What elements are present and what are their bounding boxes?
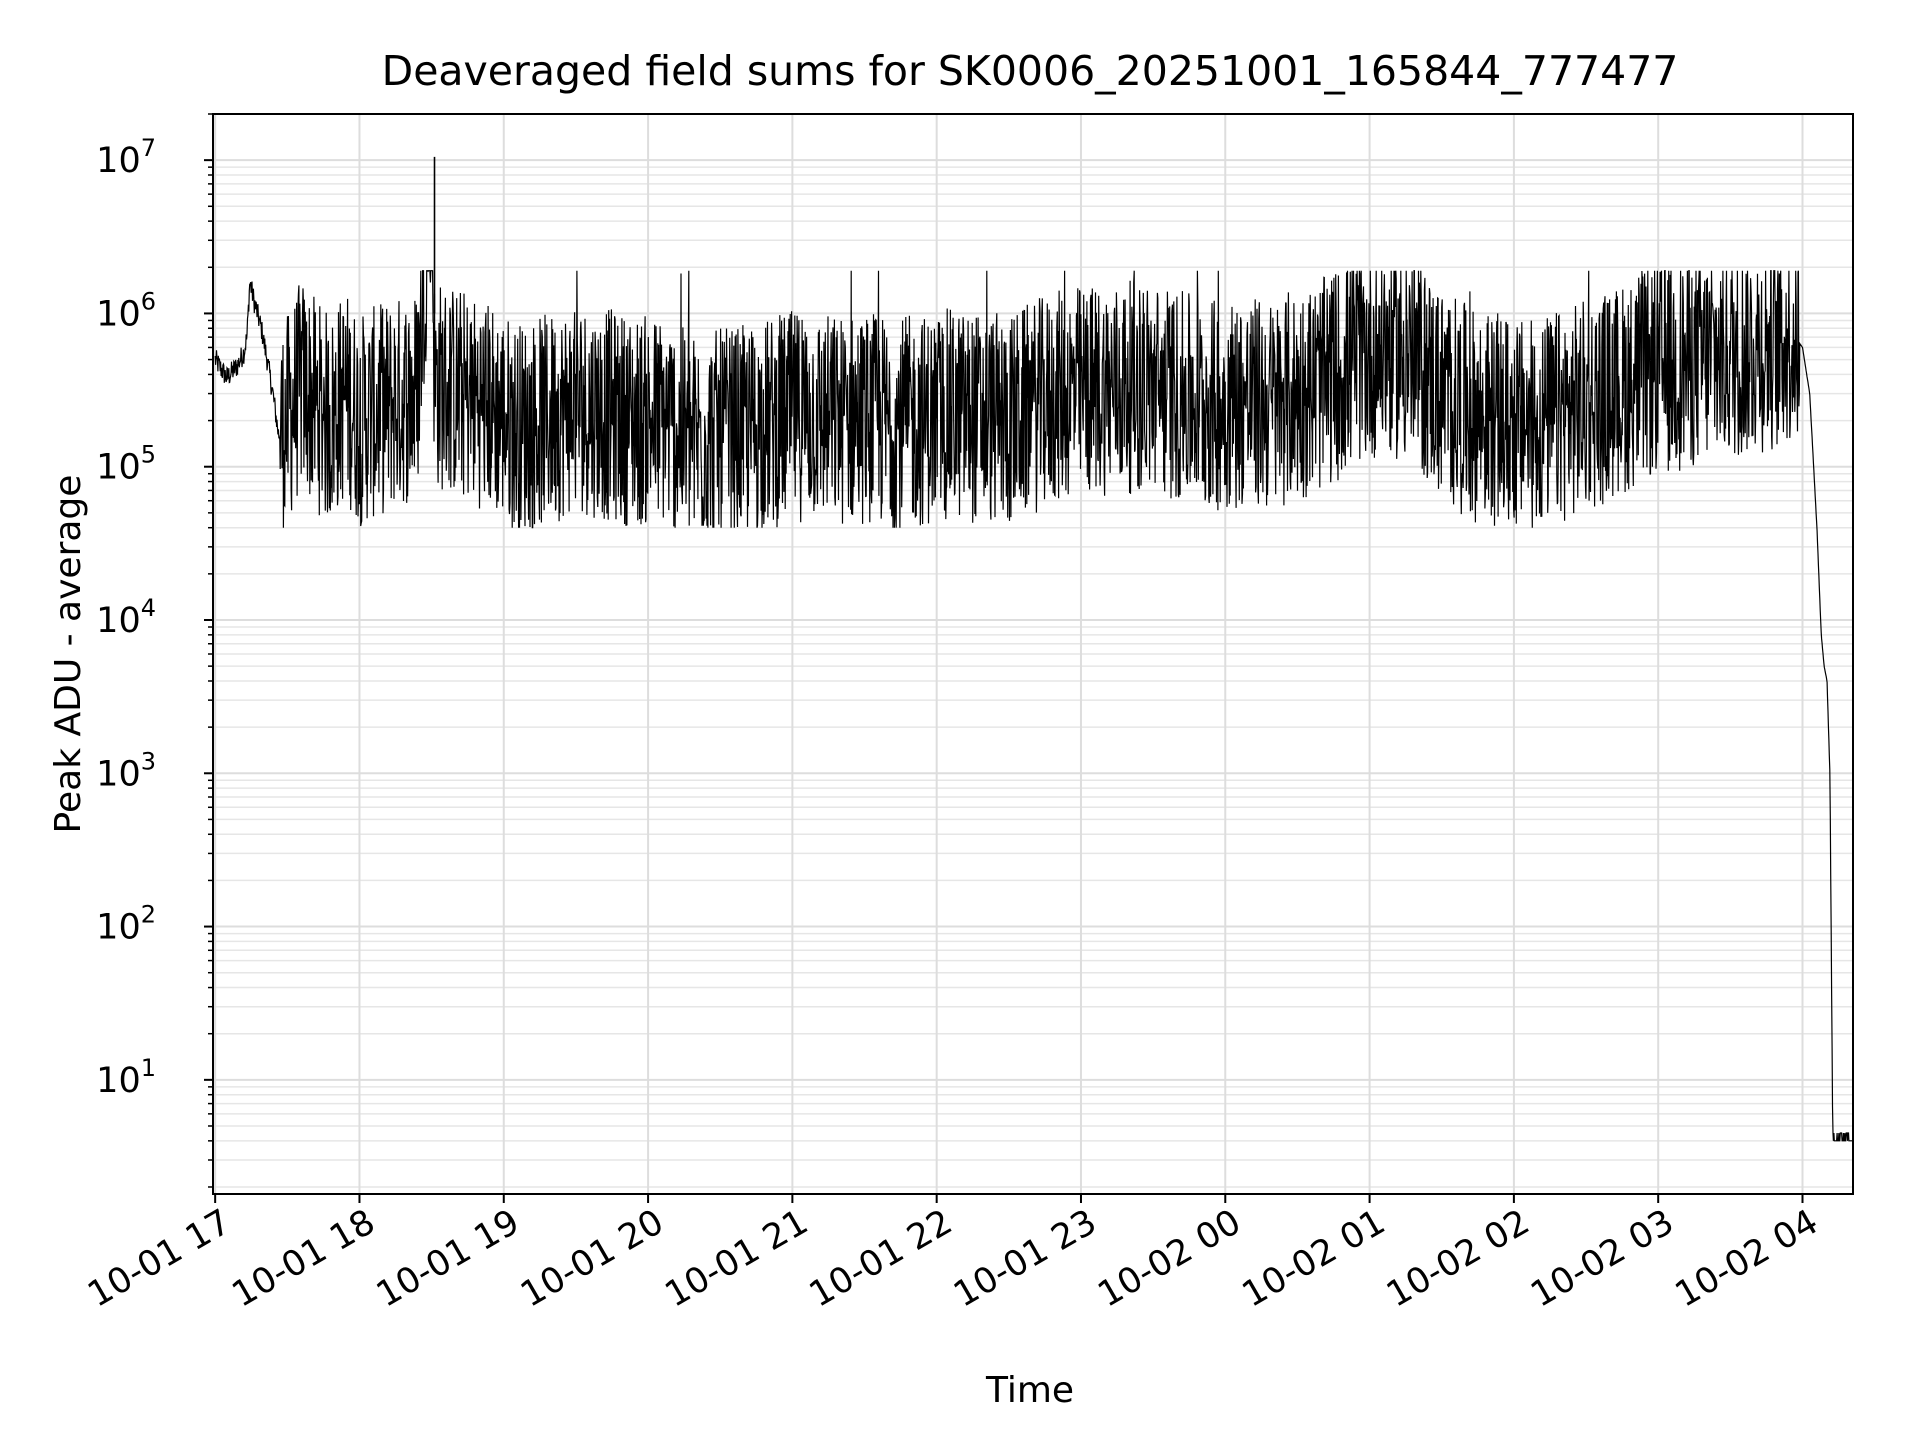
y-axis: 101 102 103 104 105 106 107 bbox=[96, 113, 213, 1188]
y-tick-label: 101 bbox=[96, 1054, 156, 1101]
series-line bbox=[214, 269, 1853, 1142]
grid-lines bbox=[213, 113, 1853, 1194]
y-tick-label: 104 bbox=[96, 594, 156, 641]
y-tick-label: 106 bbox=[96, 287, 156, 334]
y-tick-label: 107 bbox=[96, 134, 156, 181]
y-axis-label: Peak ADU - average bbox=[48, 475, 89, 834]
y-tick-label: 102 bbox=[96, 901, 156, 948]
data-trace bbox=[214, 156, 1853, 1142]
chart-title: Deaveraged field sums for SK0006_2025100… bbox=[382, 47, 1679, 95]
x-axis-label: Time bbox=[985, 1370, 1074, 1411]
y-tick-label: 105 bbox=[96, 441, 156, 488]
y-tick-label: 103 bbox=[96, 747, 156, 794]
